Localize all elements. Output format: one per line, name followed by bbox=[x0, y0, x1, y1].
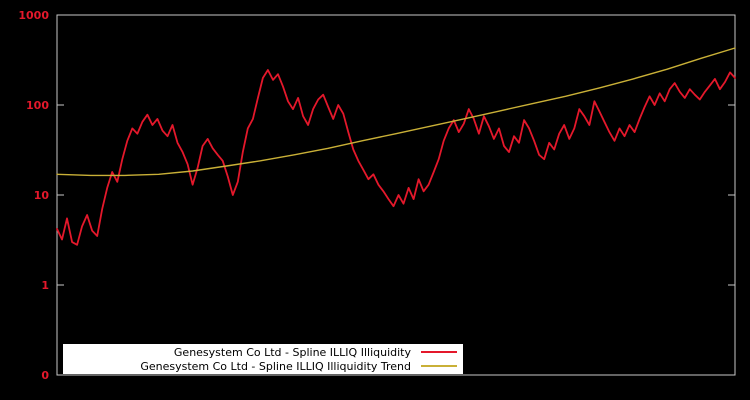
series-line-0 bbox=[56, 69, 736, 246]
legend: Genesystem Co Ltd - Spline ILLIQ Illiqui… bbox=[63, 344, 463, 374]
plot-border bbox=[56, 14, 736, 376]
legend-item-trend: Genesystem Co Ltd - Spline ILLIQ Illiqui… bbox=[67, 359, 459, 373]
legend-line-sample-illiquidity bbox=[421, 351, 457, 353]
legend-item-illiquidity: Genesystem Co Ltd - Spline ILLIQ Illiqui… bbox=[67, 345, 459, 359]
y-tick-label: 1 bbox=[41, 279, 49, 292]
y-tick-label: 0 bbox=[41, 369, 49, 382]
legend-label-trend: Genesystem Co Ltd - Spline ILLIQ Illiqui… bbox=[140, 359, 411, 373]
y-tick-label: 1000 bbox=[18, 9, 49, 22]
series-line-1 bbox=[56, 47, 736, 177]
legend-line-sample-trend bbox=[421, 365, 457, 367]
y-tick-label: 100 bbox=[26, 99, 49, 112]
y-tick-label: 10 bbox=[34, 189, 50, 202]
legend-label-illiquidity: Genesystem Co Ltd - Spline ILLIQ Illiqui… bbox=[173, 345, 411, 359]
